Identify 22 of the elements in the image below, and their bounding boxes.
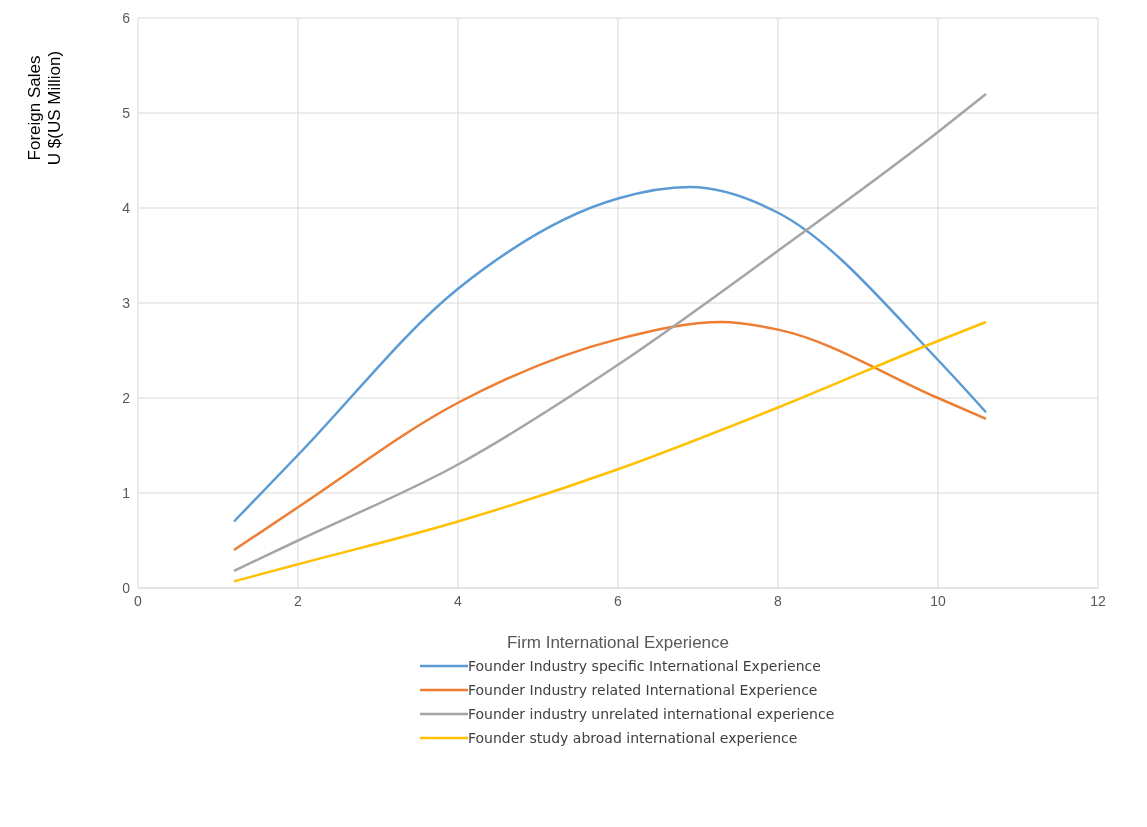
line-series — [232, 185, 988, 523]
x-tick-label: 8 — [774, 592, 783, 609]
y-tick-label: 4 — [122, 199, 131, 216]
y-tick-label: 5 — [122, 104, 131, 121]
x-tick-label: 0 — [134, 592, 143, 609]
legend-label: Founder Industry specific International Experience — [468, 658, 821, 674]
y-tick-label: 2 — [122, 389, 131, 406]
legend-label: Founder study abroad international experience — [468, 730, 798, 746]
x-axis-title: Firm International Experience — [506, 633, 730, 652]
y-tick-label: 1 — [122, 484, 131, 501]
y-axis-title: Foreign Sales U $(US Million) — [25, 50, 64, 166]
y-tick-label: 6 — [122, 9, 131, 26]
y-tick-label: 3 — [122, 294, 131, 311]
x-tick-label: 6 — [614, 592, 623, 609]
x-tick-label: 4 — [454, 592, 463, 609]
x-tick-label: 2 — [294, 592, 303, 609]
x-tick-label: 12 — [1090, 592, 1106, 609]
y-tick-label: 0 — [122, 579, 131, 596]
line-series — [232, 92, 988, 573]
x-tick-label: 10 — [930, 592, 946, 609]
legend-label: Founder industry unrelated international experience — [468, 706, 835, 722]
legend-label: Founder Industry related International Experience — [468, 682, 818, 698]
